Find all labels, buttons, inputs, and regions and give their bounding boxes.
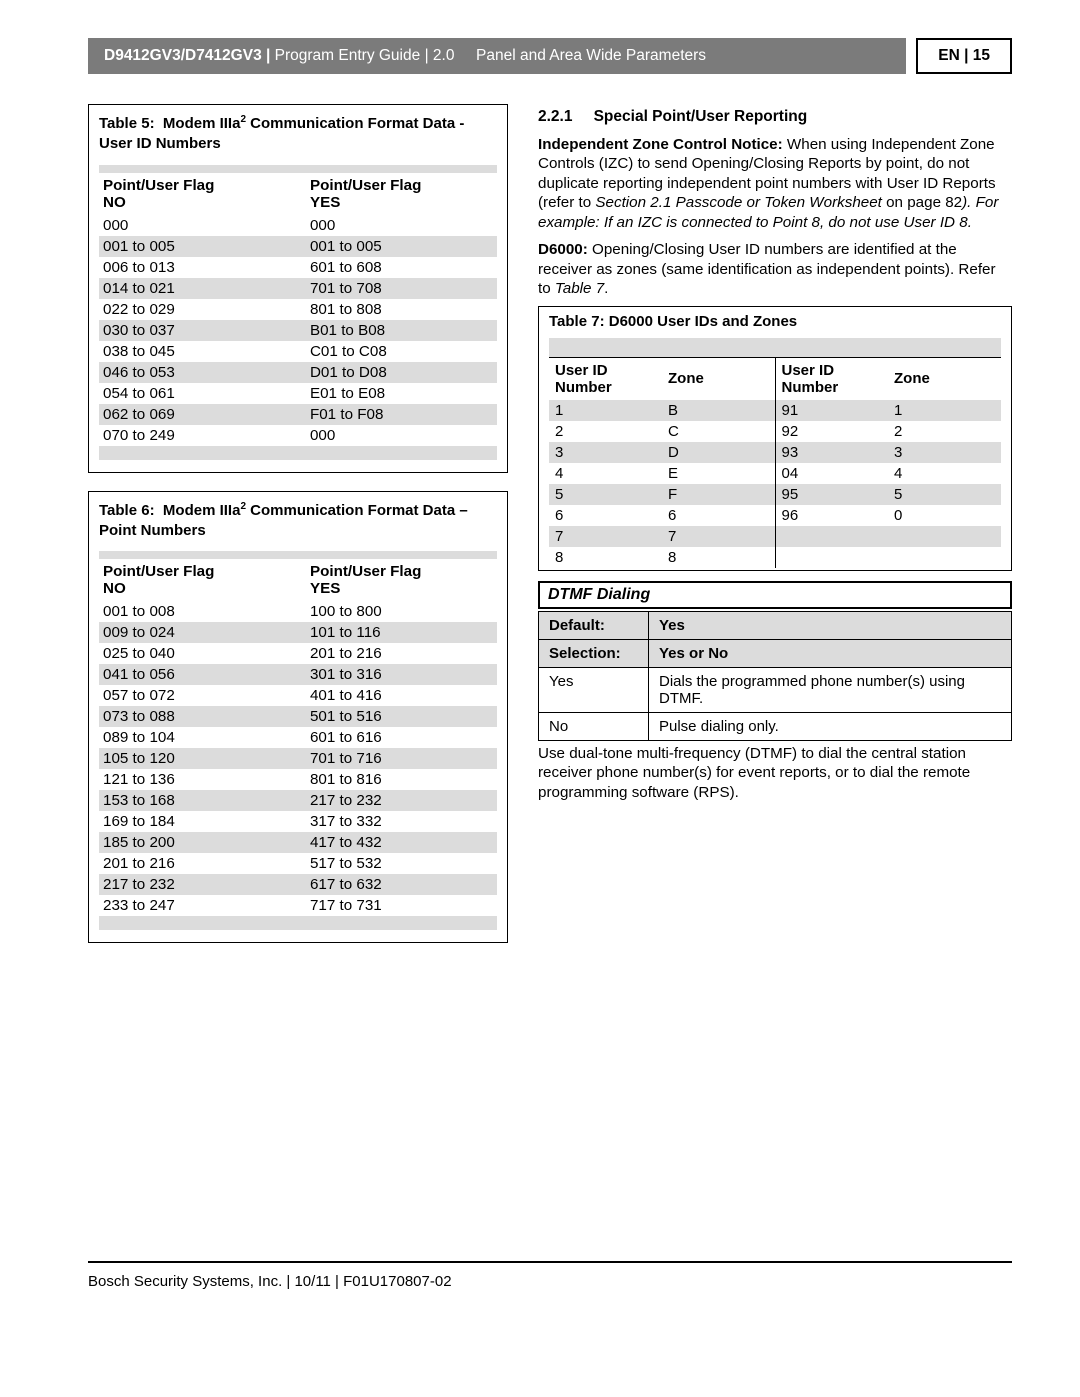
table6: Table 6: Modem IIIa2 Communication Forma… xyxy=(88,491,508,944)
product-name: D9412GV3/D7412GV3 | xyxy=(104,47,270,64)
page-num: | 15 xyxy=(964,47,990,64)
table5: Table 5: Modem IIIa2 Communication Forma… xyxy=(88,104,508,473)
table7-data: User ID Number Zone User ID Number Zone … xyxy=(549,338,1001,568)
paragraph-d6000: D6000: Opening/Closing User ID numbers a… xyxy=(538,240,1012,298)
header-left: D9412GV3/D7412GV3 | Program Entry Guide … xyxy=(88,38,906,74)
table5-data: Point/User FlagNO Point/User FlagYES 000… xyxy=(99,165,497,460)
dtmf-header: DTMF Dialing xyxy=(538,581,1012,609)
table6-title: Table 6: Modem IIIa2 Communication Forma… xyxy=(89,492,507,552)
paragraph-izc: Independent Zone Control Notice: When us… xyxy=(538,135,1012,232)
table7-title: Table 7: D6000 User IDs and Zones xyxy=(539,307,1011,338)
footer: Bosch Security Systems, Inc. | 10/11 | F… xyxy=(88,1261,1012,1290)
section-title: Panel and Area Wide Parameters xyxy=(476,47,706,64)
table6-data: Point/User FlagNO Point/User FlagYES 001… xyxy=(99,551,497,930)
page-header: D9412GV3/D7412GV3 | Program Entry Guide … xyxy=(88,38,1012,74)
lang: EN xyxy=(938,47,960,64)
table5-title: Table 5: Modem IIIa2 Communication Forma… xyxy=(89,105,507,165)
doc-rev: | 2.0 xyxy=(425,47,455,64)
dtmf-paragraph: Use dual-tone multi-frequency (DTMF) to … xyxy=(538,744,1012,802)
section-heading: 2.2.1 Special Point/User Reporting xyxy=(538,107,1012,127)
table7: Table 7: D6000 User IDs and Zones User I… xyxy=(538,306,1012,571)
header-right: EN | 15 xyxy=(916,38,1012,74)
doc-title: Program Entry Guide xyxy=(275,47,421,64)
dtmf-table: Default:Yes Selection:Yes or No YesDials… xyxy=(538,611,1012,741)
